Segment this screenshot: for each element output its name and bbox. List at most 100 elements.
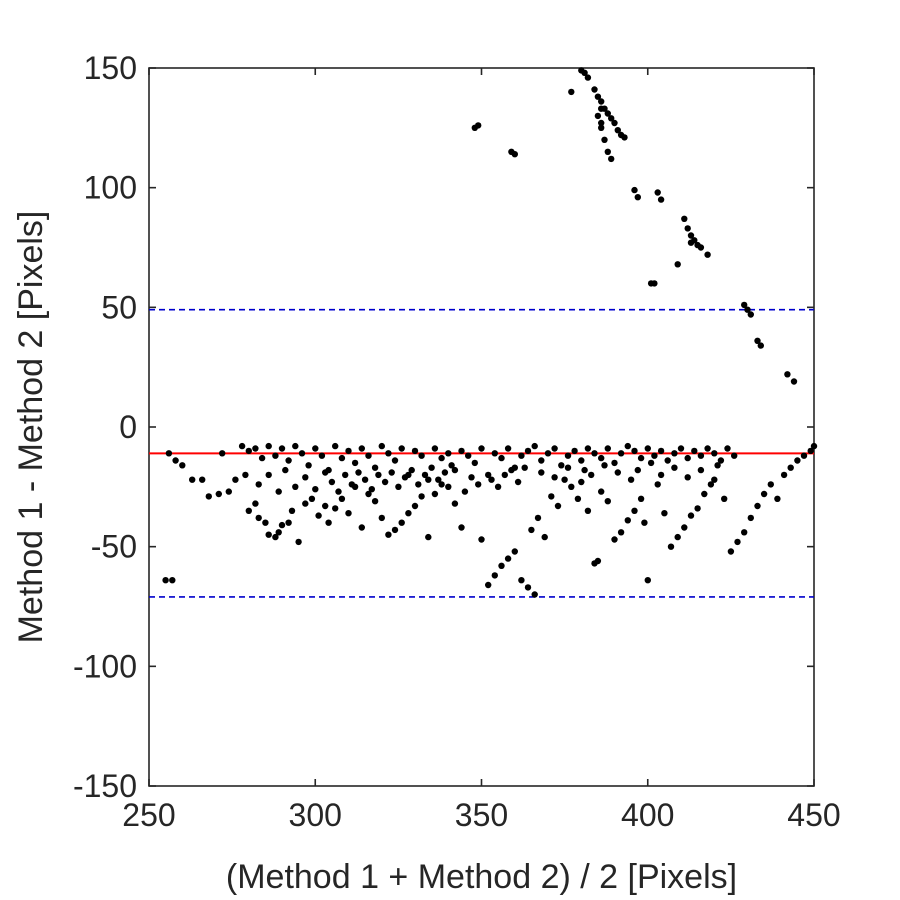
data-point <box>478 536 485 543</box>
data-point <box>265 442 272 450</box>
data-point <box>667 543 675 550</box>
data-point <box>634 194 641 201</box>
data-point <box>358 524 365 531</box>
data-point <box>298 450 306 457</box>
data-point <box>418 452 425 459</box>
data-point <box>332 442 339 450</box>
data-point <box>518 452 525 459</box>
data-point <box>608 155 615 163</box>
data-point <box>325 519 332 526</box>
data-point <box>538 457 545 464</box>
data-point <box>591 450 598 457</box>
data-point <box>288 507 296 514</box>
data-point <box>438 454 445 462</box>
data-point <box>504 445 512 452</box>
data-point <box>318 452 326 459</box>
data-point <box>568 88 575 96</box>
data-point <box>697 244 705 251</box>
data-point <box>741 529 748 536</box>
data-point <box>541 533 548 541</box>
data-point <box>674 533 681 541</box>
data-point <box>754 502 761 510</box>
data-point <box>641 519 648 526</box>
data-point <box>617 529 625 536</box>
data-point <box>714 462 721 469</box>
y-tick-label: 150 <box>84 50 137 86</box>
data-point <box>305 462 312 469</box>
data-point <box>687 512 695 519</box>
data-point <box>604 148 611 155</box>
data-point <box>598 124 605 131</box>
data-point <box>677 445 685 452</box>
data-point <box>631 447 638 455</box>
data-point <box>498 454 505 462</box>
reference-lines <box>149 308 814 598</box>
data-point <box>335 488 342 495</box>
data-point <box>571 447 578 455</box>
data-point <box>787 464 794 471</box>
data-point <box>604 445 611 452</box>
data-point <box>518 577 525 584</box>
data-point <box>285 457 292 464</box>
data-point <box>717 457 725 464</box>
data-point <box>601 136 608 143</box>
data-point <box>172 457 179 464</box>
data-point <box>205 493 212 500</box>
data-point <box>588 471 595 479</box>
data-point <box>475 122 482 129</box>
data-point <box>322 469 329 476</box>
data-point <box>348 481 355 488</box>
data-point <box>358 445 365 452</box>
data-point <box>315 512 322 519</box>
data-point <box>624 517 631 524</box>
data-point <box>278 445 286 452</box>
data-point <box>365 452 372 459</box>
data-point <box>245 447 252 455</box>
data-point <box>631 186 638 194</box>
data-point <box>458 447 465 455</box>
data-point <box>242 471 249 479</box>
data-point <box>598 119 605 127</box>
data-point <box>448 462 455 469</box>
data-point <box>647 459 655 467</box>
data-point <box>494 483 502 490</box>
data-point <box>594 112 602 120</box>
data-point <box>661 510 668 517</box>
data-point <box>681 524 688 531</box>
data-point <box>711 476 718 483</box>
data-point <box>491 450 498 457</box>
data-point <box>757 342 764 349</box>
data-point <box>747 514 754 522</box>
x-tick-label: 250 <box>122 797 175 833</box>
data-point <box>810 442 818 450</box>
data-point <box>385 450 392 457</box>
data-point <box>511 151 518 158</box>
data-point <box>485 581 492 589</box>
data-point <box>790 378 798 385</box>
data-point <box>704 251 711 258</box>
data-point <box>312 445 319 452</box>
data-point <box>800 452 808 459</box>
data-point <box>807 447 814 455</box>
data-point <box>694 505 701 512</box>
data-point <box>524 584 532 591</box>
data-point <box>425 476 432 483</box>
y-axis-ticks: -150 -100 -50 0 50 100 150 <box>73 50 814 804</box>
data-point <box>594 93 602 100</box>
data-point <box>760 490 768 498</box>
data-point <box>378 442 385 450</box>
data-point <box>631 507 638 514</box>
plot-area <box>148 67 815 787</box>
data-point <box>411 447 419 455</box>
data-point <box>657 196 665 203</box>
data-point <box>554 502 562 510</box>
y-tick-label: -50 <box>91 529 137 565</box>
data-point <box>292 483 299 490</box>
data-point <box>441 469 449 476</box>
data-point <box>232 476 239 483</box>
data-point <box>551 474 558 481</box>
data-point <box>767 481 774 488</box>
data-point <box>727 548 735 555</box>
data-point <box>312 486 319 493</box>
data-point <box>734 538 741 546</box>
